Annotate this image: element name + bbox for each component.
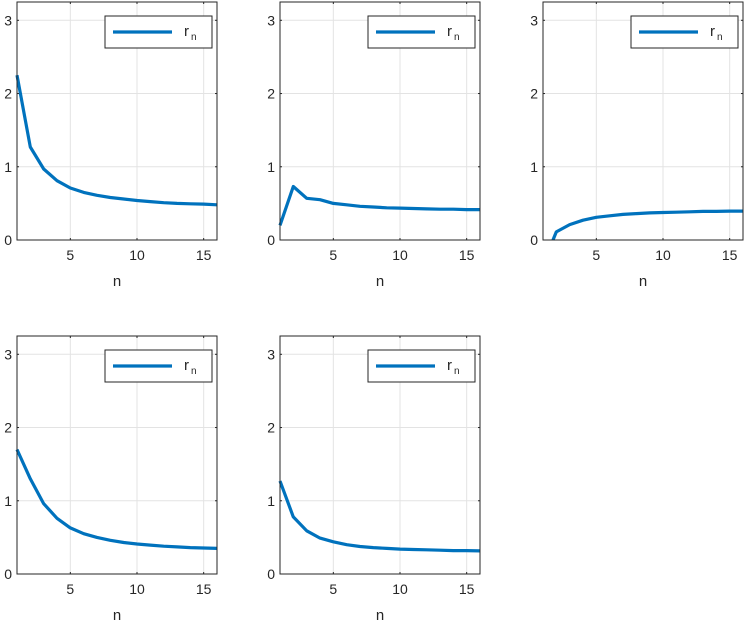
x-axis-label: n xyxy=(113,607,121,624)
legend-label-main: r xyxy=(184,23,189,40)
legend-label-subscript: n xyxy=(454,32,460,43)
y-tick-label: 1 xyxy=(267,159,275,175)
y-tick-label: 3 xyxy=(267,346,275,362)
legend-label-subscript: n xyxy=(191,366,197,377)
y-tick-label: 2 xyxy=(4,420,12,436)
series-line-1 xyxy=(15,448,218,550)
legend-label-main: r xyxy=(447,357,452,374)
x-axis-label: n xyxy=(376,273,384,290)
series-line-1 xyxy=(15,74,218,207)
x-tick-label: 15 xyxy=(196,247,212,263)
legend-label-subscript: n xyxy=(717,32,723,43)
x-tick-label: 5 xyxy=(66,581,74,597)
y-tick-label: 1 xyxy=(4,493,12,509)
x-tick-label: 15 xyxy=(459,581,475,597)
legend-label-main: r xyxy=(184,357,189,374)
x-tick-label: 5 xyxy=(592,247,600,263)
axes-frame xyxy=(279,335,481,575)
y-tick-label: 0 xyxy=(267,566,275,582)
axes-frame xyxy=(542,1,744,241)
x-tick-label: 15 xyxy=(459,247,475,263)
y-tick-label: 2 xyxy=(267,420,275,436)
axes-frame xyxy=(16,1,218,241)
axes-frame xyxy=(16,335,218,575)
y-tick-label: 1 xyxy=(4,159,12,175)
x-tick-label: 10 xyxy=(392,581,408,597)
y-tick-label: 3 xyxy=(4,346,12,362)
y-tick-label: 3 xyxy=(4,12,12,28)
y-tick-label: 0 xyxy=(530,232,538,248)
x-tick-label: 10 xyxy=(129,581,145,597)
x-tick-label: 5 xyxy=(329,247,337,263)
x-axis-label: n xyxy=(113,273,121,290)
y-tick-label: 0 xyxy=(4,232,12,248)
y-tick-label: 0 xyxy=(4,566,12,582)
x-tick-label: 5 xyxy=(329,581,337,597)
x-tick-label: 10 xyxy=(392,247,408,263)
x-axis-label: n xyxy=(376,607,384,624)
series-line-1 xyxy=(551,209,743,241)
x-tick-label: 10 xyxy=(129,247,145,263)
legend-label-subscript: n xyxy=(454,366,460,377)
x-axis-label: n xyxy=(639,273,647,290)
y-tick-label: 3 xyxy=(530,12,538,28)
legend-label-main: r xyxy=(710,23,715,40)
y-tick-label: 2 xyxy=(4,86,12,102)
x-tick-label: 5 xyxy=(66,247,74,263)
x-tick-label: 15 xyxy=(722,247,738,263)
legend-label-subscript: n xyxy=(191,32,197,43)
series-line-1 xyxy=(278,184,480,226)
x-tick-label: 15 xyxy=(196,581,212,597)
y-tick-label: 1 xyxy=(530,159,538,175)
axes-frame xyxy=(279,1,481,241)
y-tick-label: 1 xyxy=(267,493,275,509)
y-tick-label: 2 xyxy=(530,86,538,102)
x-tick-label: 10 xyxy=(655,247,671,263)
y-tick-label: 3 xyxy=(267,12,275,28)
series-line-1 xyxy=(278,480,481,553)
y-tick-label: 0 xyxy=(267,232,275,248)
y-tick-label: 2 xyxy=(267,86,275,102)
legend-label-main: r xyxy=(447,23,452,40)
